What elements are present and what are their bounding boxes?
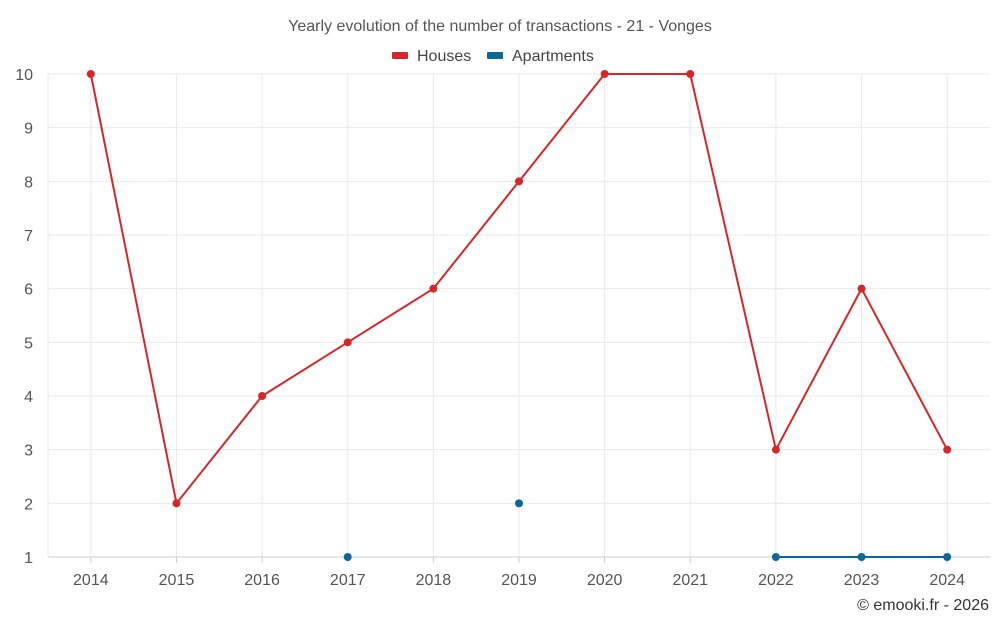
y-tick-label: 6 — [24, 282, 33, 299]
x-tick-label: 2019 — [501, 572, 537, 589]
x-tick-label: 2024 — [929, 572, 965, 589]
houses-point — [258, 392, 267, 400]
houses-point — [943, 445, 952, 454]
x-tick-label: 2015 — [159, 572, 195, 589]
grid — [47, 73, 990, 563]
y-tick-label: 5 — [24, 335, 33, 352]
x-axis: 2014 2015 2016 2017 2018 2019 2020 2021 2022 2023… — [73, 572, 965, 589]
x-tick-label: 2022 — [758, 572, 794, 589]
x-tick-label: 2014 — [73, 572, 109, 589]
houses-point — [771, 445, 780, 454]
legend: Houses Apartments — [392, 48, 594, 65]
x-tick-label: 2023 — [844, 572, 880, 589]
houses-point — [515, 177, 523, 186]
apartments-point — [943, 553, 952, 561]
houses-point — [86, 70, 95, 78]
apartments-point — [857, 553, 866, 561]
x-tick-label: 2021 — [672, 572, 708, 589]
apartments-point — [771, 553, 780, 561]
legend-swatch-houses — [392, 52, 408, 59]
houses-point — [429, 284, 438, 293]
y-tick-label: 1 — [24, 550, 33, 567]
legend-label-apartments: Apartments — [512, 48, 594, 65]
x-tick-label: 2016 — [244, 572, 280, 589]
houses-point — [343, 338, 352, 347]
chart-title: Yearly evolution of the number of transa… — [288, 18, 712, 35]
x-tick-label: 2020 — [587, 572, 623, 589]
y-tick-label: 7 — [24, 228, 33, 245]
x-tick-label: 2017 — [330, 572, 366, 589]
y-tick-label: 3 — [24, 443, 33, 460]
legend-swatch-apartments — [487, 52, 503, 59]
y-tick-label: 8 — [24, 174, 33, 191]
credit-text: © emooki.fr - 2026 — [857, 597, 989, 614]
plot-area — [86, 70, 952, 561]
houses-point — [686, 70, 695, 78]
apartments-point — [515, 499, 523, 508]
houses-point — [857, 284, 866, 293]
x-tick-label: 2018 — [416, 572, 452, 589]
y-tick-label: 2 — [24, 496, 33, 513]
legend-label-houses: Houses — [417, 48, 471, 65]
y-tick-label: 10 — [15, 67, 33, 84]
houses-point — [172, 499, 181, 508]
y-tick-label: 4 — [24, 389, 33, 406]
y-axis: 1 2 3 4 5 6 7 8 9 10 — [15, 67, 33, 567]
y-tick-label: 9 — [24, 121, 33, 138]
apartments-point — [343, 553, 352, 561]
houses-point — [600, 70, 609, 78]
